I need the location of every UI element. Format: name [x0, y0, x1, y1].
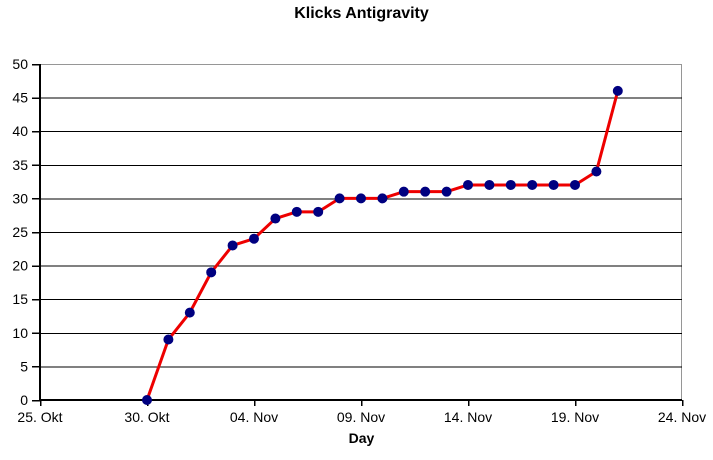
x-tick-label: 04. Nov [230, 409, 278, 425]
data-point [184, 307, 195, 318]
y-tick-label: 35 [12, 157, 28, 173]
data-point [570, 179, 580, 190]
x-tick-label: 14. Nov [444, 409, 492, 425]
data-point [398, 186, 409, 197]
data-point [227, 240, 238, 251]
data-point [612, 85, 623, 96]
data-point [527, 179, 538, 190]
y-tick-label: 0 [20, 392, 28, 408]
y-tick-label: 5 [20, 358, 28, 374]
data-point [484, 179, 495, 190]
data-point [270, 213, 281, 224]
y-tick-label: 45 [12, 90, 28, 106]
y-tick-label: 15 [12, 291, 28, 307]
data-point [249, 233, 259, 244]
data-point [313, 206, 324, 217]
x-tick-label: 25. Okt [17, 409, 62, 425]
y-tick-label: 40 [12, 123, 28, 139]
data-point [334, 193, 345, 204]
data-point [505, 179, 516, 190]
x-tick-label: 30. Okt [124, 409, 169, 425]
data-point [463, 179, 473, 190]
x-tick-label: 09. Nov [337, 409, 385, 425]
data-point [163, 334, 174, 345]
x-axis-title: Day [348, 430, 375, 446]
data-point [206, 267, 217, 278]
y-tick-label: 50 [12, 56, 28, 72]
chart-title: Klicks Antigravity [294, 5, 429, 22]
data-point [420, 186, 431, 197]
data-point [142, 395, 152, 405]
data-point [377, 193, 388, 204]
y-tick-label: 25 [12, 224, 28, 240]
y-tick-label: 20 [12, 258, 28, 274]
y-tick-label: 10 [12, 325, 28, 341]
x-tick-label: 24. Nov [658, 409, 706, 425]
data-point [548, 179, 559, 190]
x-tick-label: 19. Nov [551, 409, 599, 425]
data-point [441, 186, 452, 197]
data-point [291, 206, 302, 217]
data-line [145, 89, 620, 402]
data-point [356, 193, 366, 204]
data-point [591, 166, 602, 177]
y-tick-label: 30 [12, 190, 28, 206]
